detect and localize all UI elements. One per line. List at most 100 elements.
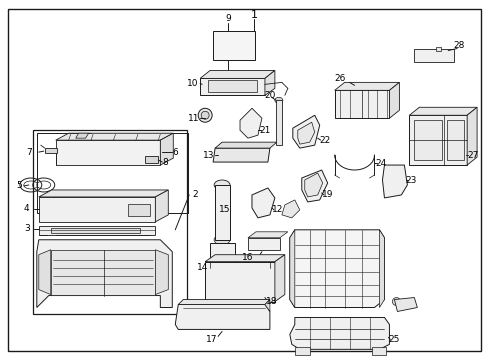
Text: 19: 19 xyxy=(321,190,333,199)
Polygon shape xyxy=(56,140,160,165)
Polygon shape xyxy=(76,133,88,138)
Text: 12: 12 xyxy=(272,206,283,215)
Bar xyxy=(215,185,229,240)
Text: 2: 2 xyxy=(192,190,198,199)
Text: 15: 15 xyxy=(219,206,230,215)
Text: 25: 25 xyxy=(388,335,399,344)
Polygon shape xyxy=(294,347,309,355)
Polygon shape xyxy=(160,133,173,165)
Ellipse shape xyxy=(60,199,91,219)
Polygon shape xyxy=(301,170,327,202)
Text: 1: 1 xyxy=(250,10,257,20)
Text: 3: 3 xyxy=(24,224,30,233)
Ellipse shape xyxy=(94,199,126,219)
Polygon shape xyxy=(264,71,274,95)
Polygon shape xyxy=(289,318,388,349)
Polygon shape xyxy=(394,298,416,311)
Polygon shape xyxy=(39,226,155,235)
Polygon shape xyxy=(379,230,384,307)
Polygon shape xyxy=(292,115,319,148)
Polygon shape xyxy=(175,305,269,329)
Polygon shape xyxy=(39,197,155,222)
Polygon shape xyxy=(388,82,399,118)
Text: 27: 27 xyxy=(467,150,478,159)
Polygon shape xyxy=(155,250,168,294)
Polygon shape xyxy=(466,107,476,165)
Polygon shape xyxy=(240,108,262,138)
Text: 9: 9 xyxy=(225,14,230,23)
Polygon shape xyxy=(447,120,463,160)
Text: 26: 26 xyxy=(333,74,345,83)
Text: 6: 6 xyxy=(172,148,178,157)
Polygon shape xyxy=(289,230,294,307)
Polygon shape xyxy=(413,120,441,160)
Polygon shape xyxy=(155,190,168,222)
Text: 23: 23 xyxy=(405,176,416,185)
Text: 20: 20 xyxy=(264,91,275,100)
Ellipse shape xyxy=(392,298,400,306)
Polygon shape xyxy=(200,71,274,78)
Polygon shape xyxy=(408,115,466,165)
Polygon shape xyxy=(435,46,440,50)
Polygon shape xyxy=(408,107,476,115)
Text: 5: 5 xyxy=(16,181,21,190)
Bar xyxy=(33,130,187,315)
Ellipse shape xyxy=(100,202,121,216)
Text: 24: 24 xyxy=(375,158,386,167)
Polygon shape xyxy=(205,262,274,302)
Text: 16: 16 xyxy=(242,253,253,262)
Ellipse shape xyxy=(214,235,229,245)
Polygon shape xyxy=(247,238,279,250)
Text: 28: 28 xyxy=(452,41,464,50)
Polygon shape xyxy=(37,240,172,307)
Ellipse shape xyxy=(429,50,439,60)
Polygon shape xyxy=(145,156,158,163)
Polygon shape xyxy=(382,165,407,198)
Ellipse shape xyxy=(442,50,452,60)
Ellipse shape xyxy=(274,97,282,103)
Polygon shape xyxy=(208,80,256,92)
Bar xyxy=(210,243,235,278)
Ellipse shape xyxy=(307,183,315,193)
Polygon shape xyxy=(334,82,399,90)
Polygon shape xyxy=(215,142,276,148)
Polygon shape xyxy=(45,148,57,153)
Polygon shape xyxy=(297,122,314,144)
Text: 21: 21 xyxy=(259,126,270,135)
Polygon shape xyxy=(413,49,453,62)
Ellipse shape xyxy=(201,111,209,119)
Polygon shape xyxy=(304,173,322,197)
Ellipse shape xyxy=(64,202,86,216)
Polygon shape xyxy=(264,300,269,311)
Polygon shape xyxy=(178,300,269,305)
Text: 8: 8 xyxy=(162,158,168,167)
Ellipse shape xyxy=(198,108,212,122)
Ellipse shape xyxy=(246,117,256,127)
Polygon shape xyxy=(274,255,285,302)
Polygon shape xyxy=(334,90,388,118)
Polygon shape xyxy=(56,133,173,140)
Polygon shape xyxy=(247,232,287,238)
Text: 7: 7 xyxy=(26,148,32,157)
Polygon shape xyxy=(51,228,140,233)
Polygon shape xyxy=(213,148,269,162)
Polygon shape xyxy=(371,347,386,355)
Polygon shape xyxy=(281,200,299,218)
Text: 11: 11 xyxy=(188,114,200,123)
Ellipse shape xyxy=(214,180,229,190)
Bar xyxy=(275,100,281,145)
Polygon shape xyxy=(289,230,384,307)
Text: 22: 22 xyxy=(318,136,329,145)
Polygon shape xyxy=(251,188,274,218)
Text: 18: 18 xyxy=(265,297,277,306)
Text: 4: 4 xyxy=(24,204,30,213)
Text: 10: 10 xyxy=(187,79,199,88)
Polygon shape xyxy=(39,190,168,197)
Text: 14: 14 xyxy=(196,263,208,272)
Polygon shape xyxy=(39,250,51,294)
Text: 13: 13 xyxy=(203,150,214,159)
Ellipse shape xyxy=(256,199,266,211)
Bar xyxy=(37,133,188,213)
Polygon shape xyxy=(205,255,285,262)
Bar xyxy=(128,204,150,216)
